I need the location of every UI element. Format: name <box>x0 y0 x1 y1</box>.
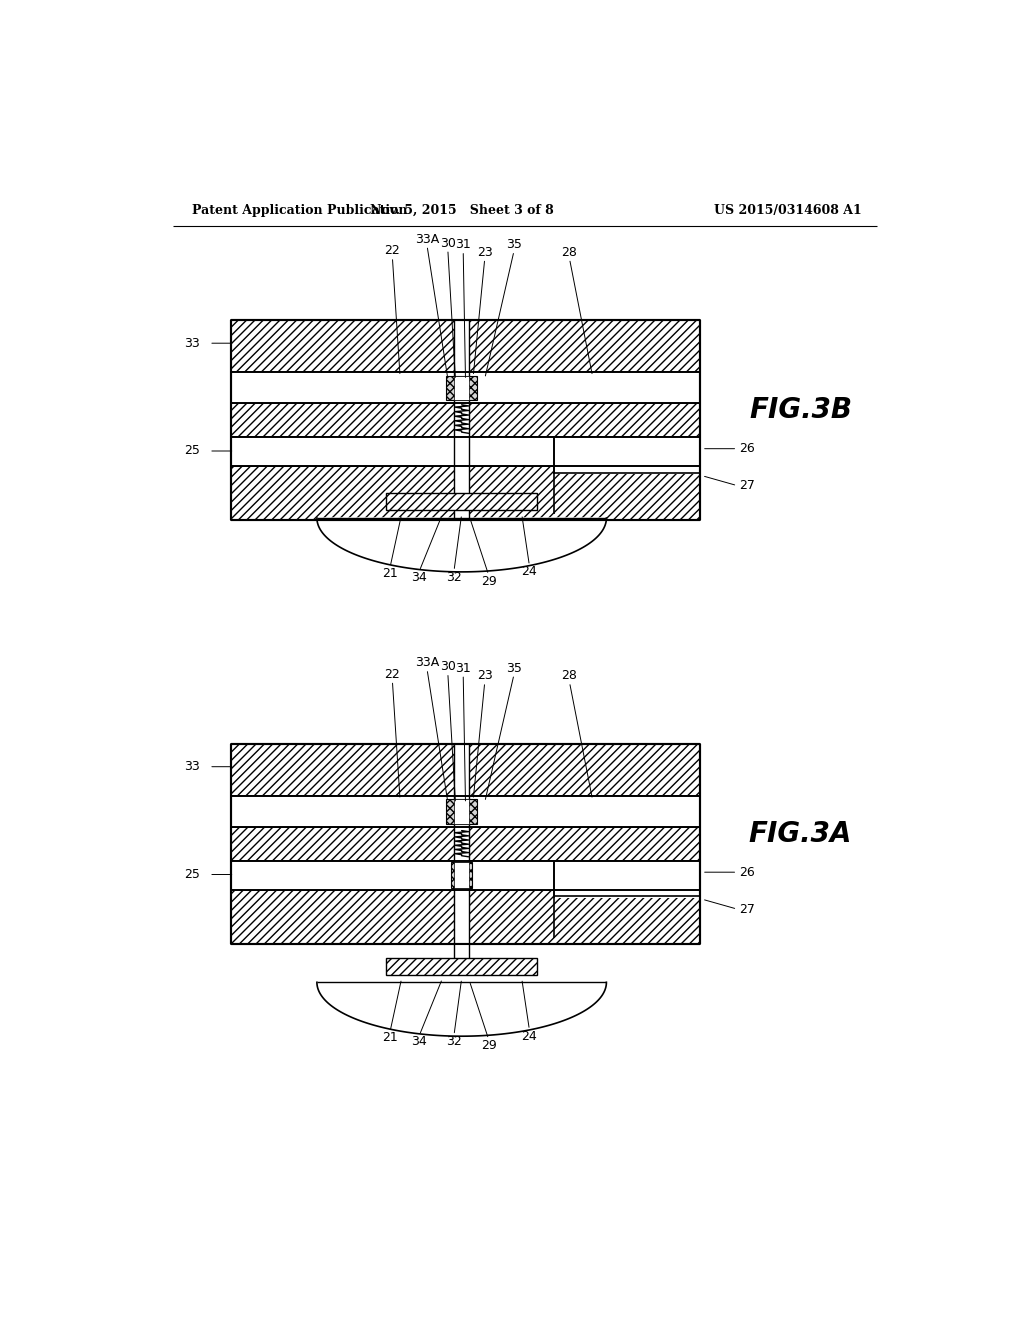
Bar <box>451 862 472 888</box>
Text: 28: 28 <box>561 669 578 682</box>
Text: 24: 24 <box>521 565 538 578</box>
Bar <box>230 321 700 372</box>
Bar <box>454 321 469 520</box>
Bar <box>230 372 700 404</box>
Text: 31: 31 <box>456 238 471 251</box>
Text: FIG.3B: FIG.3B <box>749 396 852 424</box>
Text: 28: 28 <box>561 246 578 259</box>
Text: 23: 23 <box>477 246 493 259</box>
Text: 27: 27 <box>739 479 755 492</box>
Text: 26: 26 <box>739 866 755 879</box>
Text: 33: 33 <box>184 337 200 350</box>
Text: 32: 32 <box>446 1035 462 1048</box>
Bar <box>230 861 700 890</box>
Bar <box>454 799 469 824</box>
Bar <box>454 376 469 400</box>
Bar <box>230 743 700 796</box>
Text: 29: 29 <box>480 574 497 587</box>
Text: 21: 21 <box>382 1031 398 1044</box>
Text: 22: 22 <box>384 668 400 681</box>
Text: 33A: 33A <box>415 232 439 246</box>
Text: 29: 29 <box>480 1039 497 1052</box>
Text: Nov. 5, 2015   Sheet 3 of 8: Nov. 5, 2015 Sheet 3 of 8 <box>370 205 554 218</box>
Bar <box>446 799 477 824</box>
Bar <box>230 796 700 826</box>
Bar <box>454 743 469 944</box>
Text: 33A: 33A <box>415 656 439 669</box>
Bar <box>386 494 538 511</box>
Text: 30: 30 <box>440 236 456 249</box>
Text: 33: 33 <box>184 760 200 774</box>
Text: 32: 32 <box>446 570 462 583</box>
Text: 25: 25 <box>184 869 200 880</box>
Text: 35: 35 <box>506 661 522 675</box>
Text: 31: 31 <box>456 661 471 675</box>
Text: 24: 24 <box>521 1030 538 1043</box>
Text: 23: 23 <box>477 669 493 682</box>
Text: 34: 34 <box>412 570 427 583</box>
Text: FIG.3A: FIG.3A <box>749 820 852 847</box>
Bar <box>230 466 700 520</box>
Bar <box>454 862 469 888</box>
Bar <box>230 890 700 944</box>
Polygon shape <box>316 517 606 572</box>
Bar <box>230 437 700 466</box>
Text: 35: 35 <box>506 238 522 251</box>
Text: 21: 21 <box>382 566 398 579</box>
Bar <box>230 404 700 437</box>
Bar <box>554 437 700 474</box>
Bar <box>554 861 700 898</box>
Text: 27: 27 <box>739 903 755 916</box>
Text: US 2015/0314608 A1: US 2015/0314608 A1 <box>715 205 862 218</box>
Text: 30: 30 <box>440 660 456 673</box>
Bar <box>446 376 477 400</box>
Bar <box>386 958 538 974</box>
Text: 34: 34 <box>412 1035 427 1048</box>
Text: 26: 26 <box>739 442 755 455</box>
Bar <box>454 944 469 958</box>
Text: 25: 25 <box>184 445 200 458</box>
Text: Patent Application Publication: Patent Application Publication <box>193 205 408 218</box>
Polygon shape <box>316 982 606 1036</box>
Bar <box>230 826 700 861</box>
Text: 22: 22 <box>384 244 400 257</box>
